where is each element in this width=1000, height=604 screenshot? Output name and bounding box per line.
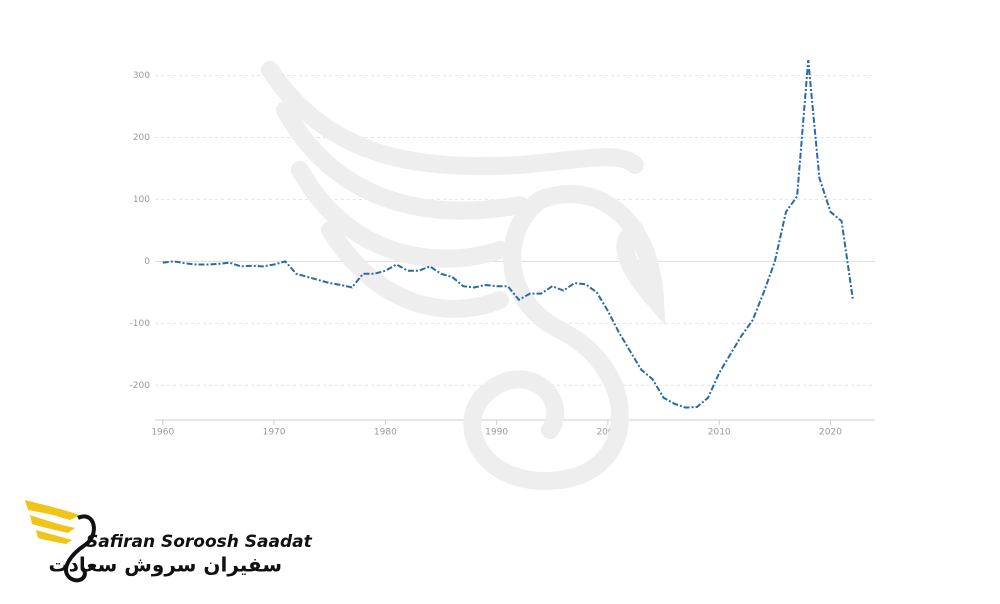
- y-tick-label: 0: [144, 257, 150, 267]
- logo-name: Safiran Soroosh Saadat: [86, 532, 313, 552]
- y-tick-label: -100: [130, 319, 151, 329]
- y-tick-label: 300: [133, 71, 150, 81]
- x-tick-label: 2010: [708, 428, 731, 438]
- x-tick-label: 2000: [596, 428, 619, 438]
- x-tick-label: 1970: [263, 428, 286, 438]
- data-line: [162, 60, 854, 409]
- y-tick-label: 200: [133, 133, 150, 143]
- logo: Safiran Soroosh Saadat سفیران سروش سعادت: [25, 500, 313, 583]
- logo-wing: [25, 500, 80, 544]
- x-tick-label: 1980: [374, 428, 397, 438]
- x-tick-label: 2020: [819, 428, 842, 438]
- y-tick-label: 100: [133, 195, 150, 205]
- watermark: [261, 61, 666, 490]
- x-tick-label: 1960: [151, 428, 174, 438]
- logo-swan: [64, 514, 96, 583]
- y-tick-label: -200: [130, 381, 151, 391]
- logo-name-fa: سفیران سروش سعادت: [49, 553, 283, 577]
- x-tick-label: 1990: [485, 428, 508, 438]
